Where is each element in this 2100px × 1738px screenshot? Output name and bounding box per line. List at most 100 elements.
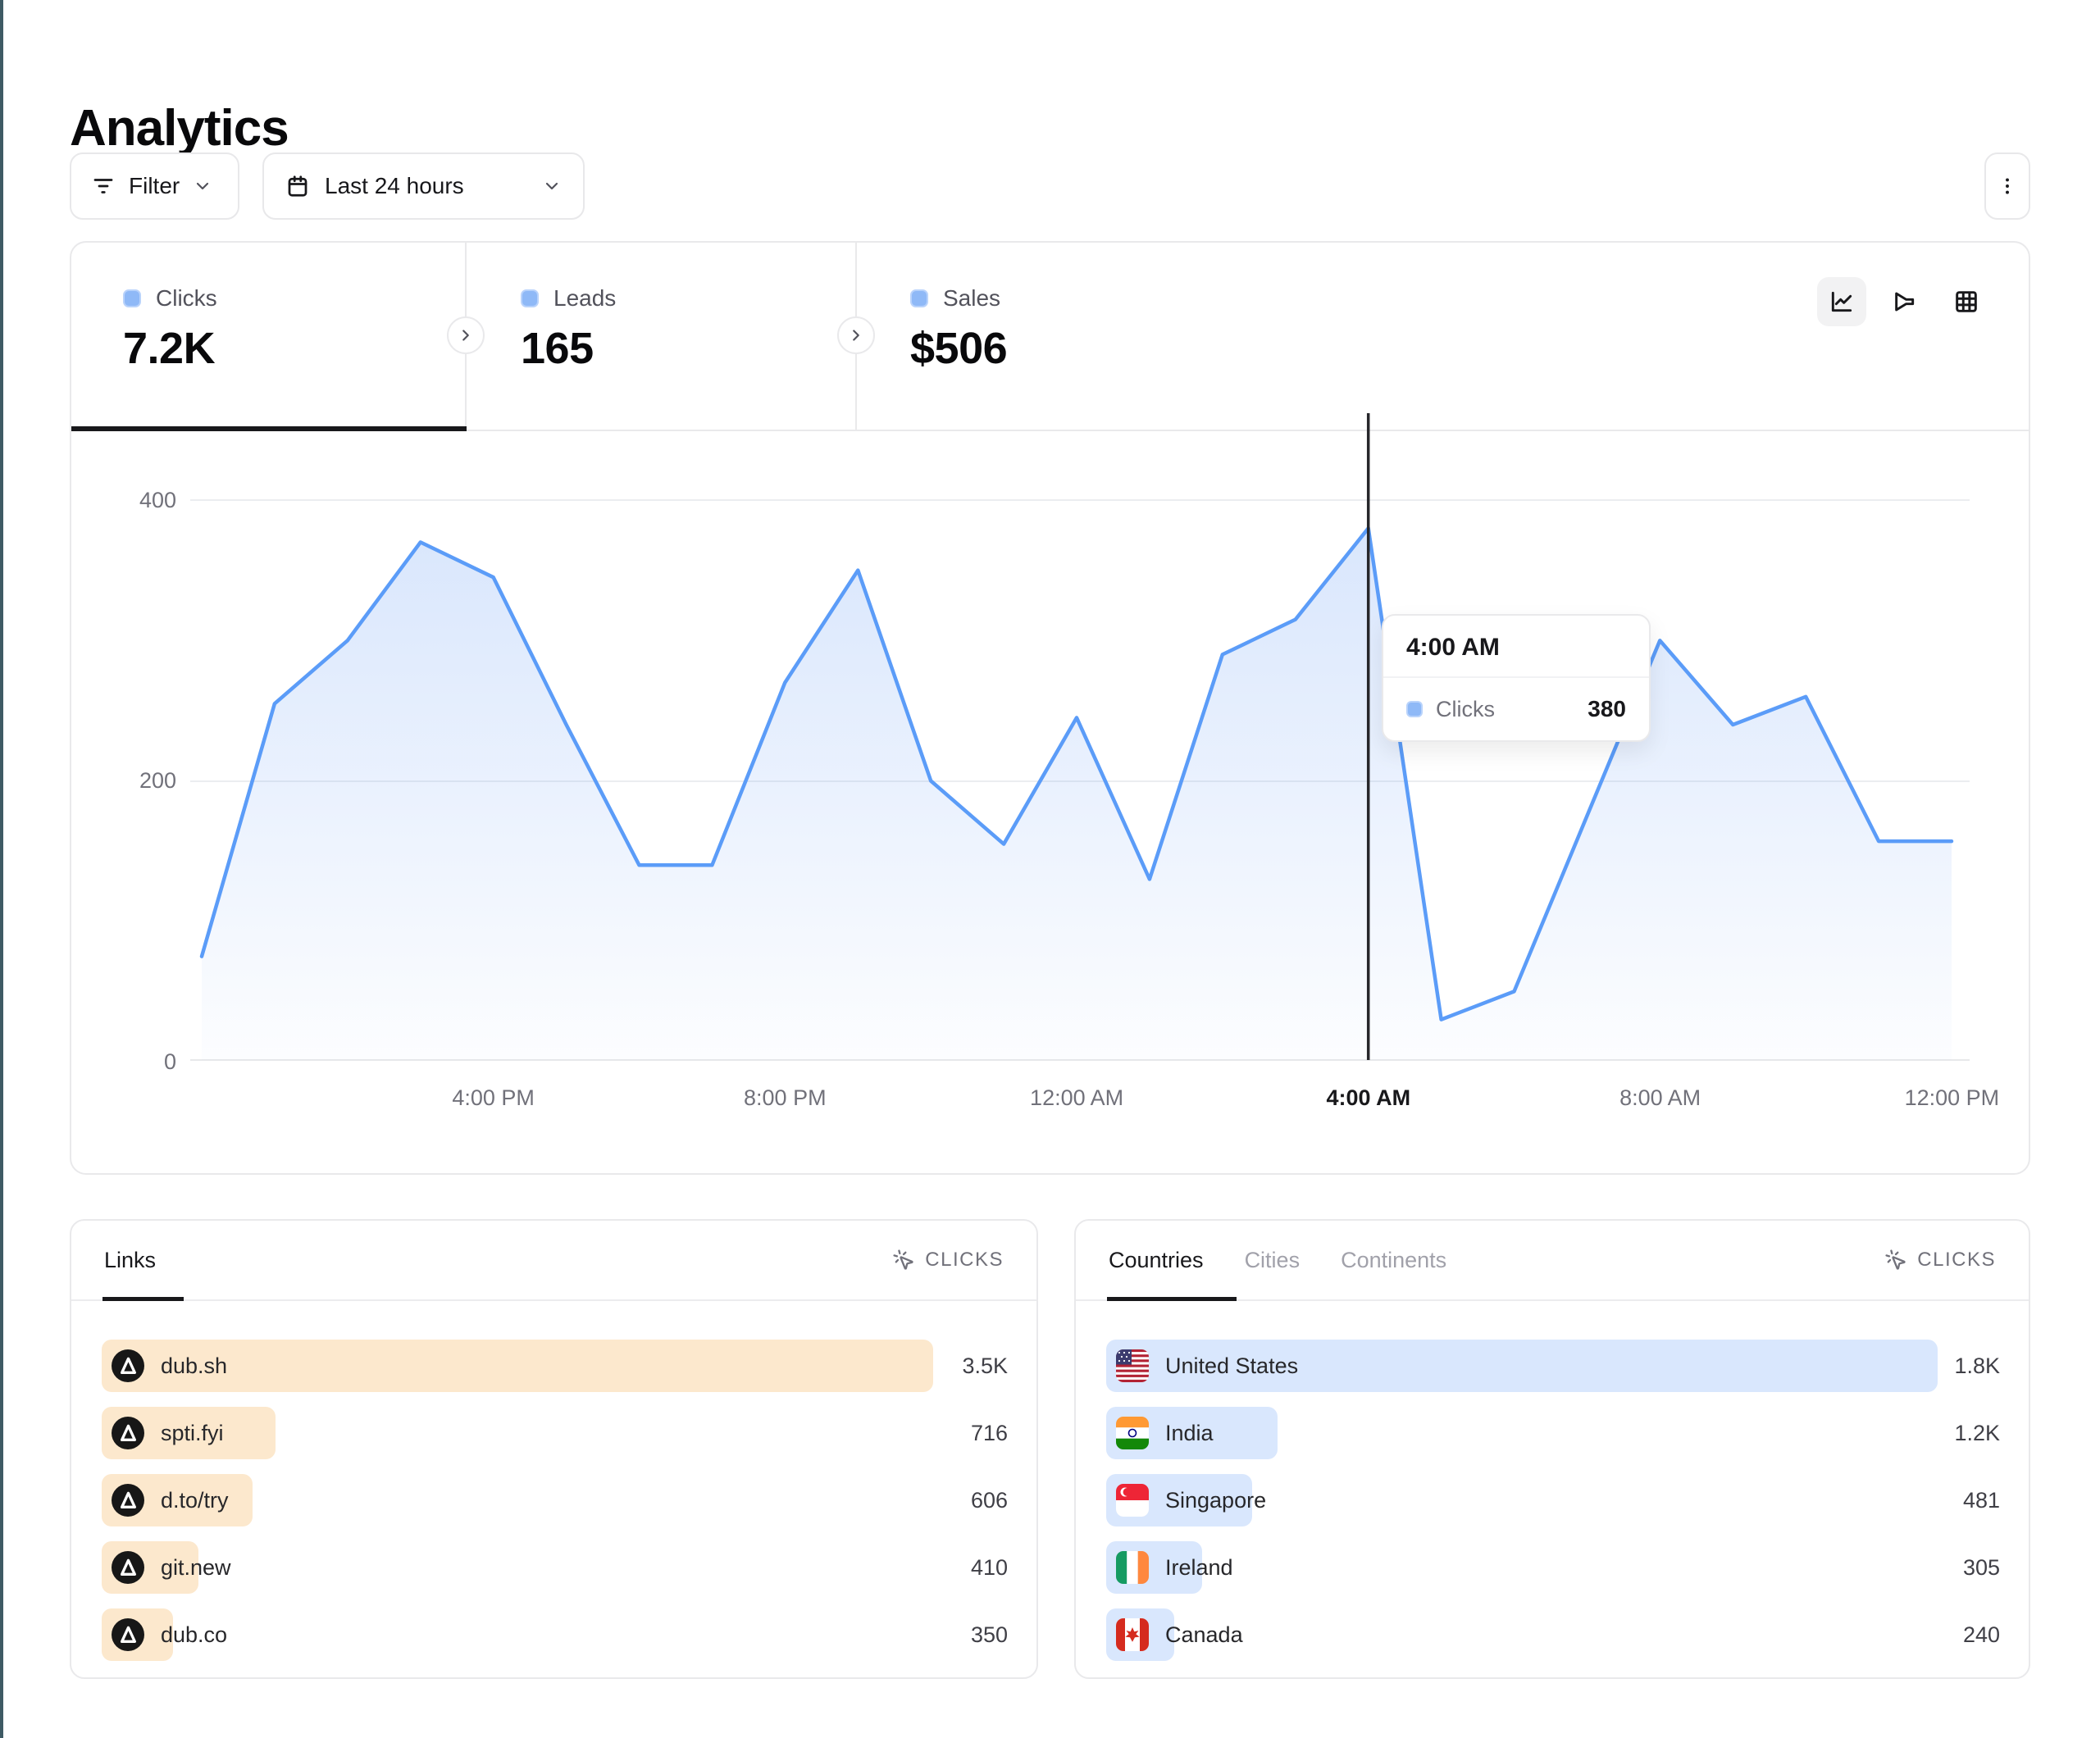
line-chart-view-button[interactable] <box>1817 277 1866 326</box>
sales-value: $506 <box>910 324 1008 373</box>
countries-panel-header: Countries Cities Continents CLICKS <box>1076 1221 2029 1301</box>
link-clicks-value: 606 <box>970 1487 1008 1513</box>
country-row[interactable]: United States 1.8K <box>1106 1340 2000 1392</box>
clicks-chart-svg <box>190 413 1970 1061</box>
expand-leads-button[interactable] <box>837 316 875 354</box>
link-label: dub.co <box>161 1622 228 1647</box>
link-clicks-value: 3.5K <box>962 1353 1008 1378</box>
dub-logo-icon <box>112 1417 144 1449</box>
x-axis-tick: 8:00 AM <box>1619 1085 1701 1110</box>
tooltip-series-label: Clicks <box>1436 696 1495 721</box>
y-axis-tick: 200 <box>139 768 176 793</box>
calendar-icon <box>285 174 310 198</box>
link-clicks-value: 716 <box>970 1420 1008 1445</box>
date-range-label: Last 24 hours <box>325 173 464 198</box>
flag-singapore-icon <box>1116 1484 1149 1517</box>
stat-label: Sales <box>943 285 1001 311</box>
line-chart-icon <box>1829 289 1855 315</box>
flag-ireland-icon <box>1116 1551 1149 1584</box>
chart-tooltip: 4:00 AM Clicks 380 <box>1382 614 1651 742</box>
flag-canada-icon <box>1116 1618 1149 1651</box>
chevron-down-icon <box>193 176 212 196</box>
y-axis-tick: 400 <box>139 488 176 512</box>
filter-icon <box>91 174 116 198</box>
sales-legend-square <box>910 289 928 307</box>
dub-logo-icon <box>112 1551 144 1584</box>
stats-header: Clicks 7.2K Leads 165 Sales $506 <box>71 243 2029 431</box>
link-clicks-value: 410 <box>970 1554 1008 1580</box>
country-row[interactable]: Canada 240 <box>1106 1608 2000 1661</box>
link-row[interactable]: git.new 410 <box>102 1541 1008 1594</box>
bar <box>1106 1340 1938 1392</box>
link-row[interactable]: spti.fyi 716 <box>102 1407 1008 1459</box>
stat-tab-sales[interactable]: Sales $506 <box>910 285 1008 374</box>
country-label: United States <box>1165 1353 1299 1378</box>
stat-tab-leads[interactable]: Leads 165 <box>521 285 616 374</box>
x-axis-tick-active: 4:00 AM <box>1326 1085 1411 1110</box>
y-axis-tick: 0 <box>163 1049 176 1074</box>
country-clicks-value: 240 <box>1962 1622 2000 1647</box>
page-title: Analytics <box>70 99 289 157</box>
country-clicks-value: 481 <box>1962 1487 2000 1513</box>
dub-logo-icon <box>112 1349 144 1382</box>
link-label: dub.sh <box>161 1353 228 1378</box>
leads-value: 165 <box>521 324 594 373</box>
countries-list: United States 1.8K India 1.2K Singapore <box>1106 1340 2000 1661</box>
x-axis-tick: 8:00 PM <box>744 1085 827 1110</box>
country-row[interactable]: India 1.2K <box>1106 1407 2000 1459</box>
date-range-button[interactable]: Last 24 hours <box>262 152 585 220</box>
country-label: India <box>1165 1420 1214 1445</box>
country-label: Canada <box>1165 1622 1243 1647</box>
tooltip-value: 380 <box>1588 696 1626 721</box>
link-label: d.to/try <box>161 1487 229 1513</box>
tab-countries[interactable]: Countries <box>1109 1247 1204 1272</box>
x-axis-tick: 12:00 PM <box>1904 1085 2000 1110</box>
grid-icon <box>1953 289 1979 315</box>
kebab-icon <box>1997 175 2018 197</box>
link-label: git.new <box>161 1554 231 1580</box>
more-options-button[interactable] <box>1984 152 2030 220</box>
links-metric-header: CLICKS <box>925 1249 1004 1271</box>
chart-area-fill <box>202 528 1952 1060</box>
analytics-card: Clicks 7.2K Leads 165 Sales $506 <box>70 241 2030 1175</box>
link-row[interactable]: dub.co 350 <box>102 1608 1008 1661</box>
tab-continents[interactable]: Continents <box>1341 1247 1447 1272</box>
link-row[interactable]: dub.sh 3.5K <box>102 1340 1008 1392</box>
cursor-click-icon <box>892 1249 915 1272</box>
stat-label: Leads <box>553 285 617 311</box>
table-view-button[interactable] <box>1942 277 1991 326</box>
expand-clicks-button[interactable] <box>447 316 485 354</box>
page-left-accent <box>0 0 3 1738</box>
filter-button[interactable]: Filter <box>70 152 239 220</box>
country-clicks-value: 305 <box>1962 1554 2000 1580</box>
country-clicks-value: 1.2K <box>1954 1420 2000 1445</box>
country-row[interactable]: Ireland 305 <box>1106 1541 2000 1594</box>
countries-metric-header: CLICKS <box>1917 1249 1996 1271</box>
x-axis-tick: 12:00 AM <box>1030 1085 1124 1110</box>
clicks-legend-square <box>1406 701 1423 717</box>
leads-legend-square <box>521 289 539 307</box>
link-clicks-value: 350 <box>970 1622 1008 1647</box>
country-row[interactable]: Singapore 481 <box>1106 1474 2000 1526</box>
links-panel: Links CLICKS dub.sh 3.5K spti.fyi 716 <box>70 1219 1038 1679</box>
stat-tab-clicks[interactable]: Clicks 7.2K <box>123 285 217 374</box>
active-tab-underline <box>71 426 467 431</box>
flag-us-icon <box>1116 1349 1149 1382</box>
link-row[interactable]: d.to/try 606 <box>102 1474 1008 1526</box>
tab-cities[interactable]: Cities <box>1244 1247 1301 1272</box>
active-tab-underline <box>1107 1297 1237 1301</box>
chart-line <box>199 526 1954 1021</box>
funnel-icon <box>1891 289 1917 315</box>
country-label: Singapore <box>1165 1487 1267 1513</box>
filter-label: Filter <box>129 173 180 198</box>
country-label: Ireland <box>1165 1554 1233 1580</box>
active-tab-underline <box>102 1297 184 1301</box>
funnel-view-button[interactable] <box>1879 277 1929 326</box>
country-clicks-value: 1.8K <box>1954 1353 2000 1378</box>
cursor-click-icon <box>1884 1249 1907 1272</box>
tab-links[interactable]: Links <box>104 1247 157 1272</box>
clicks-value: 7.2K <box>123 324 216 373</box>
clicks-time-series-chart[interactable]: 4:00 PM 8:00 PM 12:00 AM 4:00 AM 8:00 AM… <box>190 412 2035 1153</box>
tooltip-time: 4:00 AM <box>1383 616 1649 678</box>
bar <box>102 1340 933 1392</box>
